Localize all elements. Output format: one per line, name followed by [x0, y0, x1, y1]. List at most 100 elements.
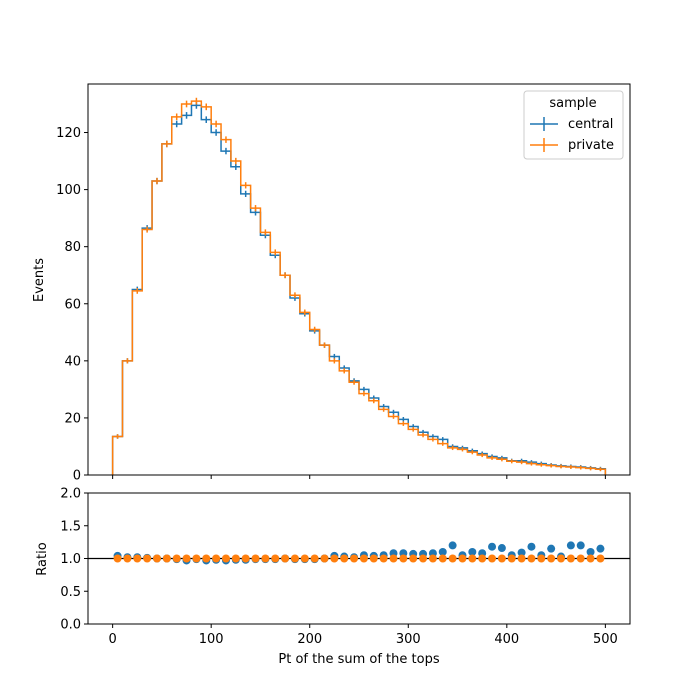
legend-title: sample: [549, 96, 596, 111]
ratio-point-private: [438, 554, 447, 563]
ratio-point-private: [537, 554, 546, 563]
ratio-point-private: [527, 554, 536, 563]
ratio-point-central: [517, 548, 526, 557]
main-y-tick-label: 80: [64, 240, 81, 255]
ratio-point-private: [310, 554, 319, 563]
main-axes-frame: [87, 83, 631, 476]
ratio-point-central: [438, 547, 447, 556]
x-axis-label: Pt of the sum of the tops: [278, 652, 439, 667]
ratio-panel: 0.0 0.5 1.0 1.5 2.0 0 100 200 300 400 500 Ratio P…: [35, 487, 631, 667]
x-tick-label: 100: [199, 632, 224, 647]
ratio-point-private: [340, 554, 349, 563]
ratio-point-private: [586, 554, 595, 563]
ratio-point-private: [566, 554, 575, 563]
main-y-axis-label: Events: [32, 258, 47, 302]
ratio-point-private: [428, 554, 437, 563]
ratio-point-private: [133, 554, 142, 563]
ratio-point-central: [448, 541, 457, 550]
ratio-y-tick-label: 0.5: [60, 585, 81, 600]
ratio-point-central: [576, 541, 585, 550]
ratio-point-private: [497, 554, 506, 563]
ratio-point-private: [557, 554, 566, 563]
ratio-point-central: [547, 544, 556, 553]
ratio-point-private: [478, 554, 487, 563]
step-line-central: [111, 104, 607, 475]
ratio-point-central: [596, 544, 605, 553]
main-series-layer: [111, 97, 607, 475]
ratio-point-private: [507, 554, 516, 563]
ratio-point-private: [192, 554, 201, 563]
legend-label-central: central: [568, 117, 613, 132]
ratio-point-central: [586, 547, 595, 556]
ratio-series-layer: [113, 541, 605, 565]
legend-label-private: private: [568, 138, 614, 153]
legend-entry-central: central: [530, 117, 613, 132]
ratio-point-central: [468, 547, 477, 556]
ratio-point-private: [419, 554, 428, 563]
ratio-point-private: [143, 554, 152, 563]
ratio-point-private: [290, 554, 299, 563]
ratio-point-private: [221, 554, 230, 563]
ratio-point-private: [241, 554, 250, 563]
ratio-point-private: [409, 554, 418, 563]
ratio-point-private: [212, 554, 221, 563]
x-tick-label: 500: [593, 632, 618, 647]
ratio-point-private: [320, 554, 329, 563]
ratio-point-private: [182, 554, 191, 563]
ratio-point-private: [359, 554, 368, 563]
ratio-point-private: [123, 554, 132, 563]
legend: sample central private: [523, 90, 624, 160]
ratio-point-private: [468, 554, 477, 563]
x-tick-label: 200: [297, 632, 322, 647]
ratio-point-private: [330, 554, 339, 563]
ratio-point-private: [162, 554, 171, 563]
ratio-point-private: [458, 554, 467, 563]
ratio-point-private: [576, 554, 585, 563]
ratio-point-central: [488, 542, 497, 551]
step-line-private: [111, 100, 607, 475]
x-tick-label: 400: [494, 632, 519, 647]
main-panel: 0 20 40 60 80 100 120 Events sample central pr…: [32, 83, 631, 484]
ratio-point-private: [281, 554, 290, 563]
ratio-point-private: [369, 554, 378, 563]
x-tick-label: 0: [108, 632, 116, 647]
ratio-point-private: [202, 554, 211, 563]
x-tick-label: 300: [396, 632, 421, 647]
legend-box: [523, 90, 624, 160]
main-y-tick-label: 40: [64, 354, 81, 369]
ratio-point-private: [261, 554, 270, 563]
ratio-point-private: [389, 554, 398, 563]
ratio-point-private: [379, 554, 388, 563]
ratio-point-private: [271, 554, 280, 563]
main-x-ticks: [112, 475, 606, 479]
ratio-point-central: [497, 544, 506, 553]
ratio-y-axis-label: Ratio: [35, 542, 50, 575]
ratio-y-tick-label: 2.0: [60, 487, 81, 502]
ratio-point-private: [517, 554, 526, 563]
ratio-y-tick-label: 1.0: [60, 552, 81, 567]
main-y-tick-label: 60: [64, 297, 81, 312]
main-y-tick-label: 100: [56, 183, 81, 198]
ratio-point-private: [488, 554, 497, 563]
ratio-y-ticks: 0.0 0.5 1.0 1.5 2.0: [60, 487, 88, 633]
ratio-y-tick-label: 1.5: [60, 519, 81, 534]
ratio-point-private: [547, 554, 556, 563]
main-y-tick-label: 120: [56, 126, 81, 141]
ratio-point-private: [596, 554, 605, 563]
ratio-point-private: [152, 554, 161, 563]
ratio-x-ticks: 0 100 200 300 400 500: [108, 624, 618, 647]
ratio-point-private: [448, 554, 457, 563]
ratio-y-tick-label: 0.0: [60, 618, 81, 633]
ratio-point-central: [527, 542, 536, 551]
ratio-point-private: [251, 554, 260, 563]
ratio-point-central: [566, 541, 575, 550]
ratio-point-private: [399, 554, 408, 563]
main-y-ticks: 0 20 40 60 80 100 120: [56, 126, 88, 484]
main-y-tick-label: 20: [64, 411, 81, 426]
legend-entry-private: private: [530, 138, 614, 153]
ratio-point-private: [172, 554, 181, 563]
main-y-tick-label: 0: [73, 469, 81, 484]
ratio-point-private: [350, 554, 359, 563]
ratio-point-private: [300, 554, 309, 563]
